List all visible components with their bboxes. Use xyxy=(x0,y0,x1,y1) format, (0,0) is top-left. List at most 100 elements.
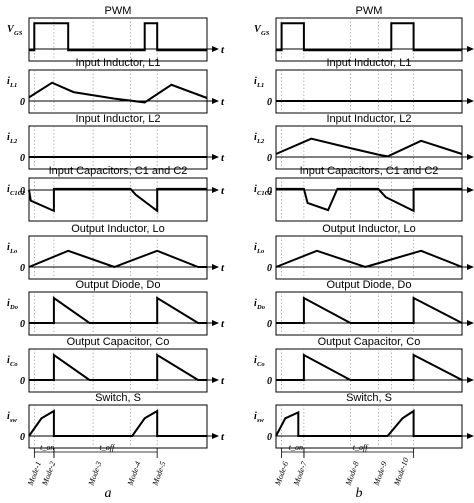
zero-label: 0 xyxy=(267,376,272,387)
zero-label: 0 xyxy=(267,319,272,330)
zero-label: 0 xyxy=(267,263,272,274)
signal-label: i xyxy=(7,242,10,253)
zero-label: 0 xyxy=(20,186,25,197)
signal-subscript: Do xyxy=(256,304,266,311)
signal-subscript: Co xyxy=(257,361,265,368)
waveform-trace xyxy=(275,409,462,437)
signal-label: i xyxy=(7,184,10,195)
time-arrow xyxy=(467,153,474,160)
zero-label: 0 xyxy=(20,376,25,387)
signal-label: i xyxy=(254,184,257,195)
mode-label: Mode-6 xyxy=(273,460,290,487)
signal-subscript: L2 xyxy=(9,138,18,145)
time-label: t xyxy=(221,318,225,330)
mode-label: Mode-9 xyxy=(371,460,388,487)
plot-frame xyxy=(28,69,208,114)
mode-label: Mode-8 xyxy=(343,460,360,487)
zero-label: 0 xyxy=(267,186,272,197)
toff-label: t_off xyxy=(100,443,116,452)
time-label: t xyxy=(221,262,225,274)
time-label: t xyxy=(221,96,225,108)
signal-label: i xyxy=(254,132,257,143)
signal-subscript: Lo xyxy=(9,248,18,255)
signal-subscript: Co xyxy=(10,361,18,368)
row-title: Input Inductor, L1 xyxy=(75,57,160,69)
waveform-trace xyxy=(28,187,207,213)
toff-label: t_off xyxy=(353,443,369,452)
zero-label: 0 xyxy=(20,432,25,443)
signal-label: V xyxy=(7,24,15,35)
time-arrow xyxy=(212,263,219,270)
row-title: Output Inductor, Lo xyxy=(322,223,416,235)
row-title: Input Capacitors, C1 and C2 xyxy=(49,165,188,177)
row-title: Output Inductor, Lo xyxy=(71,223,165,235)
waveform-trace xyxy=(28,409,207,437)
time-label: t xyxy=(221,185,225,197)
waveform-trace xyxy=(29,296,207,324)
time-arrow xyxy=(212,45,219,52)
plot-frame xyxy=(28,235,208,280)
waveform-trace xyxy=(276,296,463,324)
row-title: Input Capacitors, C1 and C2 xyxy=(300,165,439,177)
zero-label: 0 xyxy=(267,153,272,164)
waveform-trace xyxy=(29,353,207,381)
row-title: Input Inductor, L1 xyxy=(326,57,411,69)
time-arrow xyxy=(212,97,219,104)
waveform-trace xyxy=(29,22,207,52)
mode-label: Mode-7 xyxy=(291,459,309,487)
time-arrow xyxy=(212,187,219,194)
row-title: Output Capacitor, Co xyxy=(67,336,170,348)
plot-frame xyxy=(275,404,463,449)
mode-labels: Mode-6 Mode-7 Mode-8 Mode-9 Mode-10 xyxy=(273,456,411,487)
time-arrow xyxy=(467,187,474,194)
plot-frame xyxy=(275,69,463,114)
mode-label: Mode-3 xyxy=(86,460,103,487)
panel-caption: b xyxy=(356,486,363,501)
signal-subscript: Do xyxy=(9,304,19,311)
signal-subscript: Lo xyxy=(256,248,265,255)
signal-label: i xyxy=(254,242,257,253)
time-arrow xyxy=(467,432,474,439)
time-label: t xyxy=(221,431,225,443)
waveform-trace xyxy=(275,249,463,269)
signal-label: i xyxy=(254,298,257,309)
waveform-trace xyxy=(276,353,463,381)
mode-label: Mode-4 xyxy=(125,460,142,487)
time-label: t xyxy=(221,44,225,56)
row-title: Output Capacitor, Co xyxy=(318,336,421,348)
row-title: Switch, S xyxy=(346,392,392,404)
signal-label: i xyxy=(254,355,257,366)
signal-subscript: sw xyxy=(256,417,265,424)
signal-label: i xyxy=(254,76,257,87)
plot-frame xyxy=(28,291,208,336)
signal-label: i xyxy=(7,132,10,143)
signal-label: i xyxy=(7,298,10,309)
waveform-trace xyxy=(275,137,463,158)
signal-subscript: C1C2 xyxy=(10,190,26,197)
plot-frame xyxy=(28,17,208,62)
signal-label: i xyxy=(7,76,10,87)
signal-subscript: GS xyxy=(261,30,270,37)
plot-frame xyxy=(275,17,463,62)
plot-frame xyxy=(275,235,463,280)
timing-dimensions: t_on t_off xyxy=(281,443,415,458)
waveform-trace xyxy=(28,81,208,104)
time-arrow xyxy=(212,319,219,326)
row-title: PWM xyxy=(356,5,383,17)
waveform-trace xyxy=(276,22,462,52)
plot-frame xyxy=(28,177,208,222)
signal-subscript: L2 xyxy=(256,138,265,145)
mode-label: Mode-10 xyxy=(392,456,411,487)
